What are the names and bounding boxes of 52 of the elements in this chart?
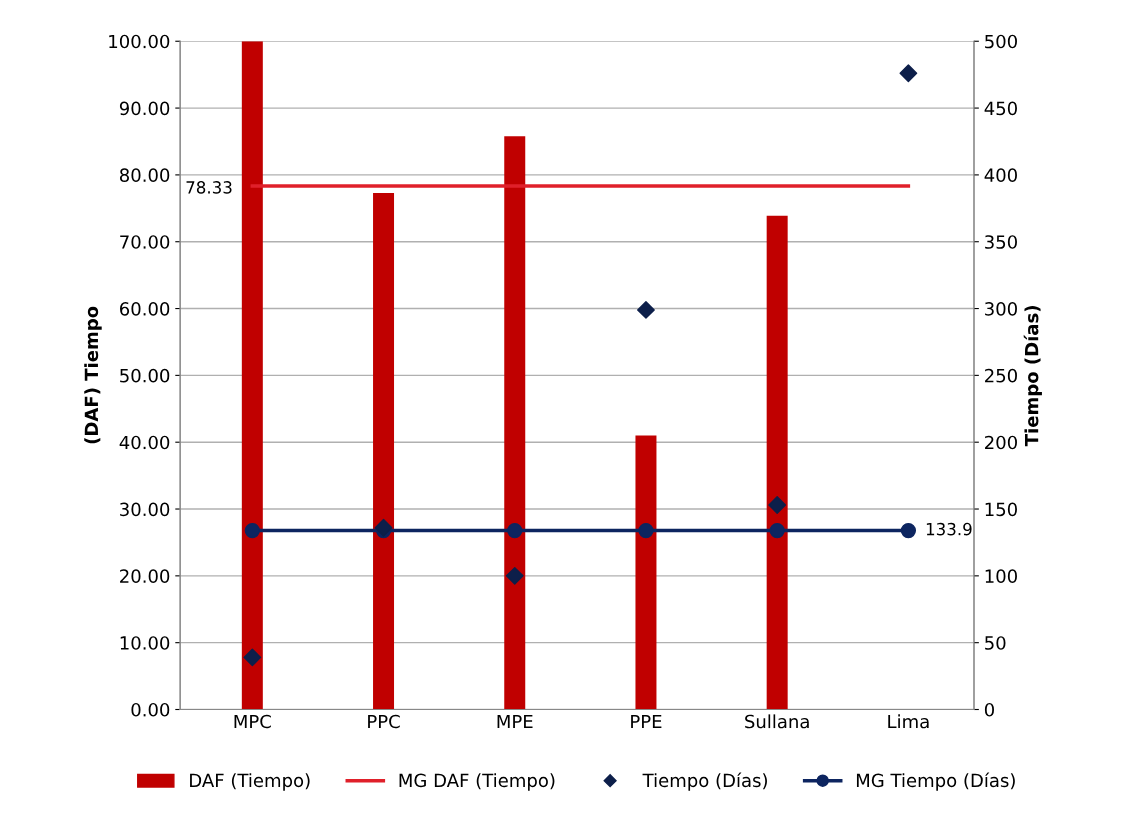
bar xyxy=(373,192,395,710)
legend-label: DAF (Tiempo) xyxy=(190,773,310,791)
data-label: 133.9 xyxy=(926,522,972,536)
point xyxy=(637,300,655,319)
y2-tick-label: 250 xyxy=(985,368,1017,383)
legend-label: Tiempo (Días) xyxy=(642,772,767,791)
point xyxy=(768,496,787,514)
point xyxy=(243,648,262,667)
x-tick-label: MPC xyxy=(234,714,271,729)
x-tick-label: Lima xyxy=(888,714,929,729)
x-tick-label: PPC xyxy=(368,714,400,729)
y-tick-label: 100.00 xyxy=(109,34,170,49)
y2-tick-label: 400 xyxy=(984,168,1017,183)
y2-axis-title: Tiempo (Días) xyxy=(1023,306,1042,447)
point xyxy=(374,518,393,537)
y2-tick-label: 200 xyxy=(985,435,1017,450)
point xyxy=(638,522,654,539)
legend-label: MG Tiempo (Días) xyxy=(856,772,1015,791)
point xyxy=(899,64,918,83)
bar xyxy=(504,136,526,710)
y-axis-title: (DAF) Tiempo xyxy=(84,306,102,444)
legend-label: MG DAF (Tiempo) xyxy=(399,773,555,791)
data-label: 78.33 xyxy=(186,181,232,194)
y-tick-label: 0.00 xyxy=(131,702,170,717)
point xyxy=(769,522,785,539)
y2-tick-label: 150 xyxy=(985,502,1017,517)
bar xyxy=(241,41,263,710)
y2-tick-label: 450 xyxy=(984,101,1017,116)
y-tick-label: 60.00 xyxy=(120,302,170,316)
point xyxy=(900,522,917,539)
y2-tick-label: 0 xyxy=(984,702,994,717)
point xyxy=(507,522,523,539)
y2-tick-label: 300 xyxy=(985,302,1017,316)
x-tick-label: PPE xyxy=(631,714,662,729)
y2-tick-label: 500 xyxy=(985,34,1017,49)
y2-tick-label: 350 xyxy=(985,235,1017,249)
bar xyxy=(766,215,788,710)
bar xyxy=(635,435,657,710)
y-tick-label: 10.00 xyxy=(120,636,170,650)
y2-tick-label: 100 xyxy=(985,569,1017,583)
point xyxy=(244,522,260,539)
y-tick-label: 90.00 xyxy=(119,101,170,116)
x-tick-label: MPE xyxy=(497,714,533,729)
y-tick-label: 40.00 xyxy=(119,435,170,450)
x-tick-label: Sullana xyxy=(745,714,809,729)
y-tick-label: 30.00 xyxy=(120,502,170,517)
y2-tick-label: 50 xyxy=(985,636,1006,650)
y-tick-label: 70.00 xyxy=(120,235,170,249)
y-tick-label: 50.00 xyxy=(120,368,170,383)
y-tick-label: 20.00 xyxy=(120,569,170,583)
y-tick-label: 80.00 xyxy=(119,168,170,183)
point xyxy=(505,566,524,585)
